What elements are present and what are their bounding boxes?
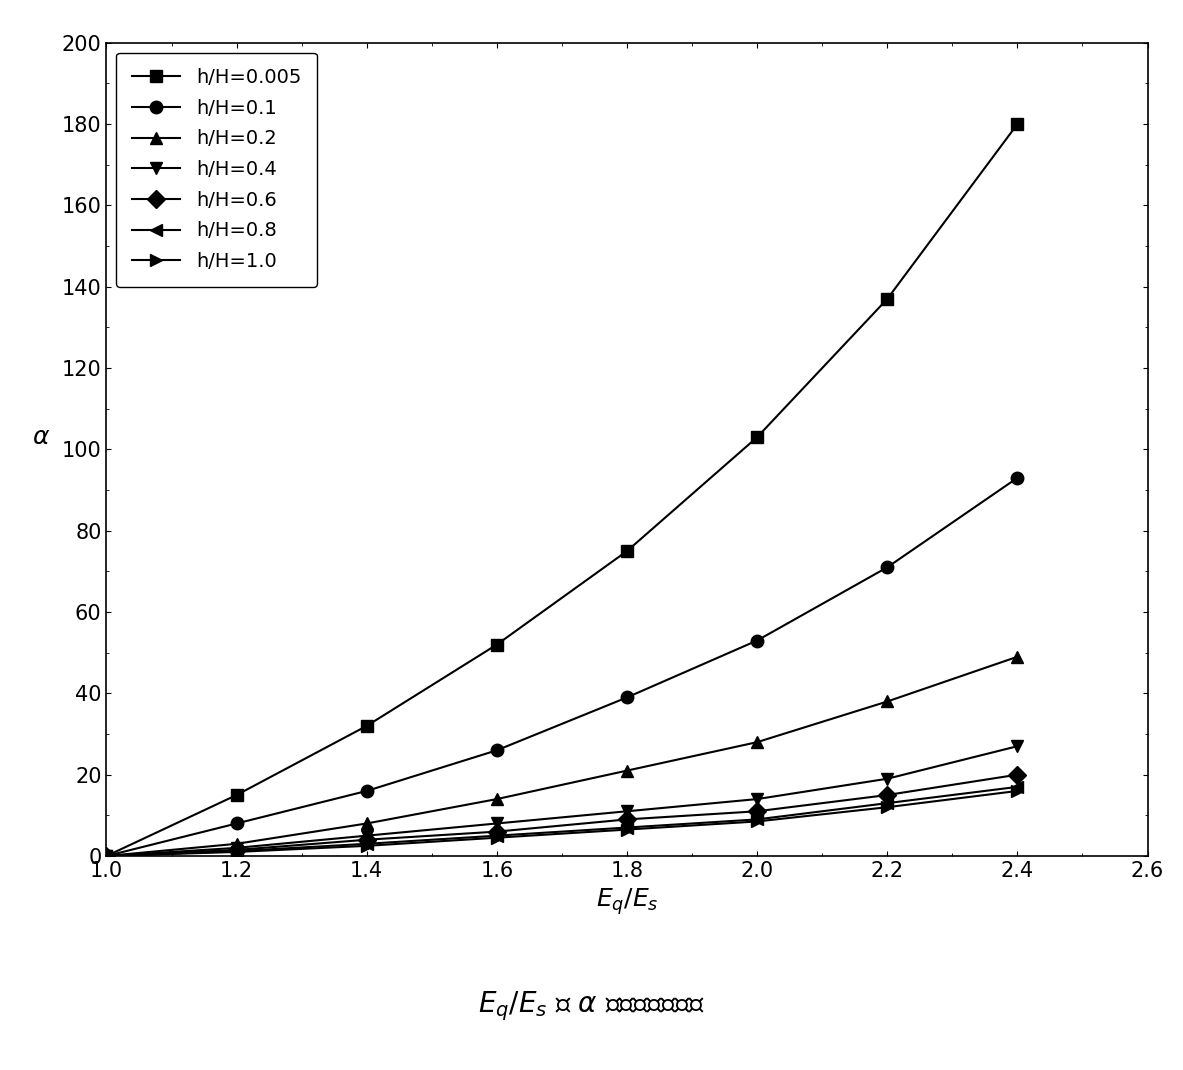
h/H=1.0	[750, 815, 764, 828]
h/H=0.005	[1010, 118, 1024, 131]
h/H=0.4	[360, 829, 374, 842]
h/H=0.6	[620, 813, 634, 826]
h/H=0.005	[490, 638, 504, 651]
h/H=0.8	[620, 821, 634, 834]
h/H=0.005	[620, 545, 634, 557]
Line: h/H=0.4: h/H=0.4	[101, 740, 1023, 862]
h/H=0.4	[490, 817, 504, 830]
h/H=0.8	[490, 829, 504, 842]
h/H=0.8	[880, 797, 894, 810]
h/H=1.0	[230, 845, 244, 858]
Line: h/H=0.005: h/H=0.005	[101, 118, 1023, 862]
h/H=0.2	[99, 850, 114, 862]
Text: $E_q/E_s$ 对 $\alpha$ 测试结果的影响: $E_q/E_s$ 对 $\alpha$ 测试结果的影响	[478, 989, 705, 1023]
h/H=0.4	[620, 805, 634, 817]
h/H=0.005	[230, 789, 244, 801]
h/H=0.1	[750, 635, 764, 647]
h/H=1.0	[620, 823, 634, 836]
h/H=1.0	[1010, 784, 1024, 797]
h/H=0.4	[1010, 739, 1024, 752]
h/H=0.2	[490, 793, 504, 806]
Line: h/H=0.8: h/H=0.8	[101, 781, 1023, 862]
h/H=0.8	[230, 844, 244, 857]
Line: h/H=0.2: h/H=0.2	[101, 651, 1023, 862]
h/H=0.1	[99, 850, 114, 862]
h/H=1.0	[360, 840, 374, 853]
h/H=0.1	[360, 784, 374, 797]
h/H=0.4	[99, 850, 114, 862]
h/H=0.2	[750, 736, 764, 749]
h/H=0.1	[230, 817, 244, 830]
h/H=0.4	[230, 841, 244, 854]
h/H=0.8	[750, 813, 764, 826]
h/H=0.005	[360, 719, 374, 732]
h/H=0.6	[880, 789, 894, 801]
h/H=0.6	[360, 834, 374, 846]
h/H=0.6	[750, 805, 764, 817]
Line: h/H=0.6: h/H=0.6	[101, 768, 1023, 862]
h/H=0.1	[490, 744, 504, 756]
h/H=1.0	[99, 850, 114, 862]
Y-axis label: $\alpha$: $\alpha$	[32, 426, 50, 449]
h/H=0.2	[880, 696, 894, 708]
h/H=0.2	[230, 838, 244, 851]
h/H=0.8	[99, 850, 114, 862]
X-axis label: $E_q/E_s$: $E_q/E_s$	[596, 886, 658, 917]
h/H=1.0	[490, 831, 504, 844]
h/H=1.0	[880, 800, 894, 813]
h/H=0.6	[99, 850, 114, 862]
h/H=0.005	[750, 431, 764, 444]
h/H=0.6	[1010, 768, 1024, 781]
h/H=0.4	[880, 773, 894, 785]
Legend: h/H=0.005, h/H=0.1, h/H=0.2, h/H=0.4, h/H=0.6, h/H=0.8, h/H=1.0: h/H=0.005, h/H=0.1, h/H=0.2, h/H=0.4, h/…	[116, 52, 317, 287]
h/H=0.8	[1010, 780, 1024, 793]
h/H=0.6	[490, 825, 504, 838]
h/H=0.2	[1010, 651, 1024, 663]
h/H=0.1	[620, 691, 634, 704]
h/H=0.6	[230, 843, 244, 856]
Line: h/H=0.1: h/H=0.1	[101, 472, 1023, 862]
Line: h/H=1.0: h/H=1.0	[101, 784, 1023, 862]
h/H=0.005	[99, 850, 114, 862]
h/H=0.8	[360, 838, 374, 851]
h/H=0.2	[620, 764, 634, 777]
h/H=0.4	[750, 793, 764, 806]
h/H=0.1	[1010, 472, 1024, 485]
h/H=0.005	[880, 292, 894, 305]
h/H=0.1	[880, 561, 894, 574]
h/H=0.2	[360, 817, 374, 830]
